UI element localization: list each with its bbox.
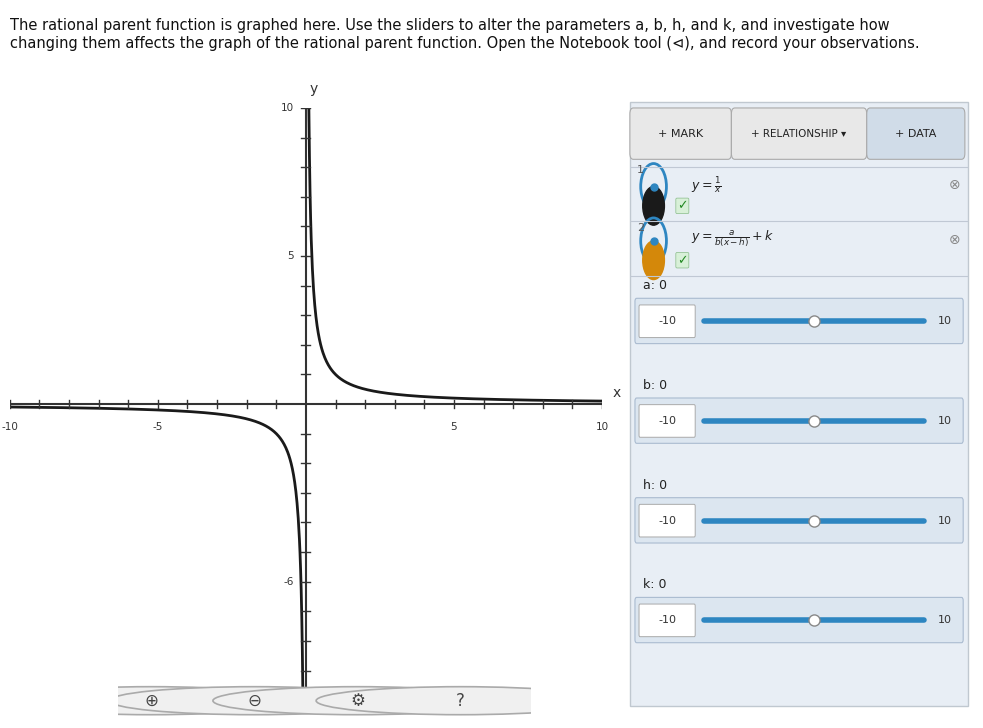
Text: ?: ? [456, 692, 465, 710]
Text: 10: 10 [938, 316, 952, 326]
Circle shape [643, 241, 665, 280]
Text: b: 0: b: 0 [644, 379, 667, 392]
Circle shape [110, 687, 399, 715]
Text: -10: -10 [277, 695, 294, 705]
Text: -6: -6 [284, 577, 294, 587]
Text: The rational parent function is graphed here. Use the sliders to alter the param: The rational parent function is graphed … [10, 18, 919, 51]
FancyBboxPatch shape [731, 108, 867, 159]
Text: ⊖: ⊖ [248, 692, 261, 710]
FancyBboxPatch shape [639, 305, 695, 338]
Text: + MARK: + MARK [658, 129, 703, 138]
Text: -10: -10 [658, 416, 676, 426]
Text: 10: 10 [596, 422, 608, 432]
Text: a: 0: a: 0 [644, 280, 667, 292]
FancyBboxPatch shape [635, 598, 963, 643]
Text: ⊗: ⊗ [949, 178, 960, 192]
Text: ⊗: ⊗ [949, 233, 960, 247]
Text: $y = \frac{1}{x}$: $y = \frac{1}{x}$ [691, 175, 722, 196]
Text: $y = \frac{a}{b(x-h)} + k$: $y = \frac{a}{b(x-h)} + k$ [691, 229, 775, 250]
FancyBboxPatch shape [630, 108, 731, 159]
FancyBboxPatch shape [630, 102, 968, 706]
Text: 5: 5 [287, 251, 294, 261]
FancyBboxPatch shape [635, 398, 963, 443]
Text: -10: -10 [658, 316, 676, 326]
Text: ⚙: ⚙ [350, 692, 365, 710]
Text: ✓: ✓ [677, 254, 687, 266]
FancyBboxPatch shape [639, 604, 695, 637]
Text: x: x [612, 386, 621, 400]
Text: 10: 10 [938, 515, 952, 526]
Circle shape [317, 687, 606, 715]
Text: -5: -5 [152, 422, 163, 432]
FancyBboxPatch shape [639, 505, 695, 537]
Text: + DATA: + DATA [896, 129, 937, 138]
Circle shape [213, 687, 502, 715]
Text: ✓: ✓ [677, 199, 687, 213]
Circle shape [643, 186, 665, 225]
Text: -10: -10 [1, 422, 19, 432]
Text: -10: -10 [658, 615, 676, 625]
Text: 10: 10 [281, 103, 294, 113]
Text: + RELATIONSHIP ▾: + RELATIONSHIP ▾ [751, 129, 846, 138]
Circle shape [7, 687, 296, 715]
FancyBboxPatch shape [867, 108, 965, 159]
Text: 10: 10 [938, 615, 952, 625]
Text: -10: -10 [658, 515, 676, 526]
FancyBboxPatch shape [635, 498, 963, 543]
FancyBboxPatch shape [635, 298, 963, 344]
FancyBboxPatch shape [639, 405, 695, 438]
Text: 5: 5 [450, 422, 457, 432]
Text: ⊕: ⊕ [145, 692, 158, 710]
Text: h: 0: h: 0 [644, 478, 667, 491]
Text: 2: 2 [637, 223, 644, 233]
Text: k: 0: k: 0 [644, 578, 666, 591]
Text: 10: 10 [938, 416, 952, 426]
Text: 1: 1 [637, 165, 644, 175]
Text: y: y [310, 82, 318, 96]
